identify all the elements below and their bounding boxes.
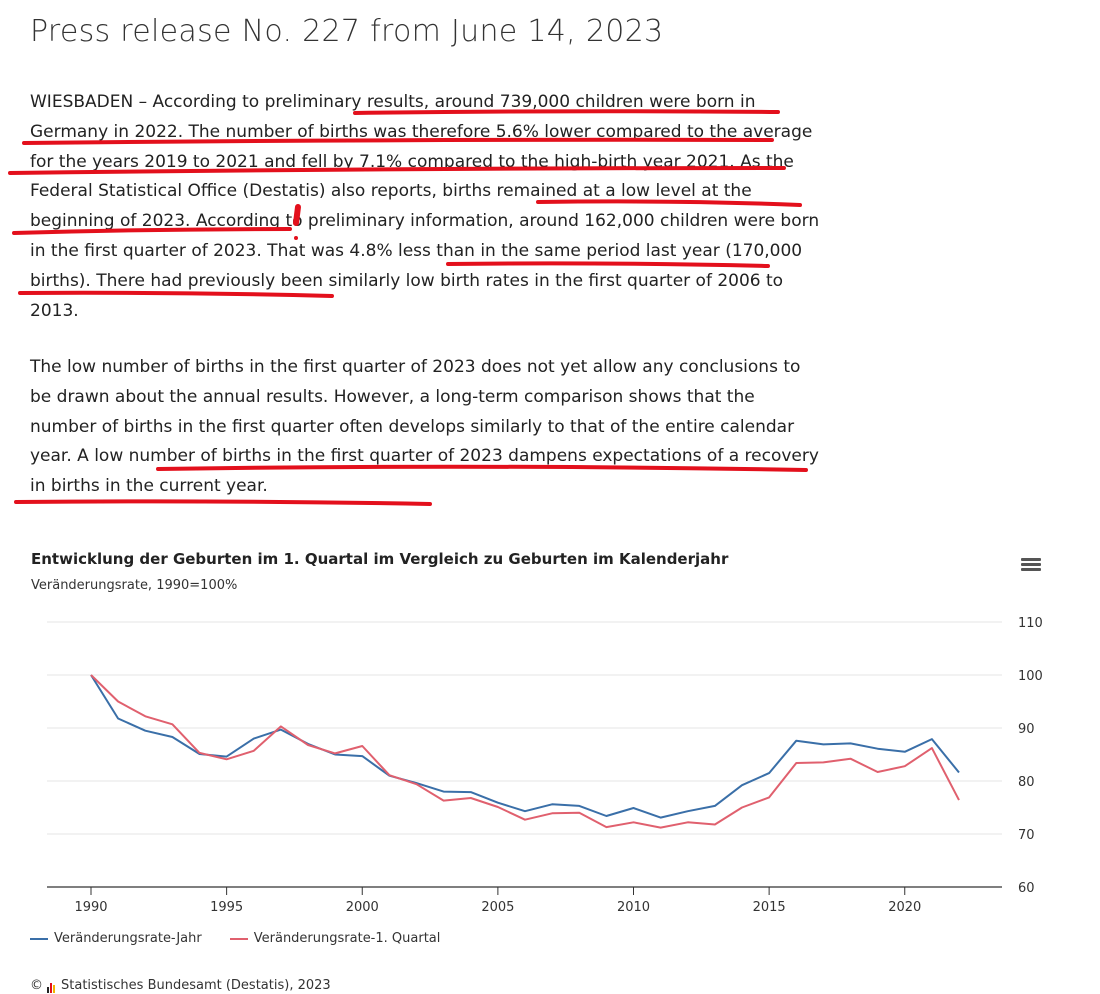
y-tick-label: 100 bbox=[1018, 669, 1043, 684]
y-tick-label: 90 bbox=[1018, 722, 1035, 737]
chart-source: © Statistisches Bundesamt (Destatis), 20… bbox=[30, 978, 331, 993]
chart-menu-icon[interactable] bbox=[1018, 556, 1044, 580]
y-tick-label: 80 bbox=[1018, 775, 1035, 790]
bar-logo-icon bbox=[47, 978, 56, 993]
x-tick-label: 2000 bbox=[346, 900, 379, 915]
series-line-year bbox=[90, 674, 960, 819]
y-axis-ticks: 60 70 80 90 100 110 bbox=[1018, 616, 1043, 896]
x-tick-label: 2015 bbox=[753, 900, 786, 915]
chart-title: Entwicklung der Geburten im 1. Quartal i… bbox=[31, 550, 729, 568]
y-tick-label: 60 bbox=[1018, 881, 1035, 896]
y-tick-label: 110 bbox=[1018, 616, 1043, 631]
x-tick-label: 2010 bbox=[617, 900, 650, 915]
x-axis-ticks: 1990 1995 2000 2005 2010 2015 2020 bbox=[74, 887, 921, 915]
y-tick-label: 70 bbox=[1018, 828, 1035, 843]
chart-subtitle: Veränderungsrate, 1990=100% bbox=[31, 578, 238, 593]
source-text: Statistisches Bundesamt (Destatis), 2023 bbox=[61, 978, 331, 993]
chart-gridlines bbox=[47, 621, 1002, 888]
legend-swatch-year bbox=[30, 937, 48, 940]
press-release-paragraph-1: WIESBADEN – According to preliminary res… bbox=[30, 92, 820, 321]
page-title: Press release No. 227 from June 14, 2023 bbox=[30, 14, 664, 49]
chart-legend: Veränderungsrate-Jahr Veränderungsrate-1… bbox=[30, 931, 440, 946]
series-line-quarter bbox=[90, 674, 960, 829]
legend-swatch-quarter bbox=[229, 937, 248, 940]
press-release-paragraph-2: The low number of births in the first qu… bbox=[30, 357, 819, 497]
x-tick-label: 2005 bbox=[481, 900, 514, 915]
legend-item-year[interactable]: Veränderungsrate-Jahr bbox=[30, 931, 202, 946]
x-tick-label: 1995 bbox=[210, 900, 243, 915]
x-tick-label: 1990 bbox=[74, 900, 107, 915]
line-chart: 60 70 80 90 100 110 1990 1995 2000 2005 2010 2015 2… bbox=[47, 616, 1043, 915]
chart-series-lines bbox=[90, 674, 960, 829]
x-tick-label: 2020 bbox=[888, 900, 921, 915]
legend-item-quarter[interactable]: Veränderungsrate-1. Quartal bbox=[229, 931, 441, 946]
copyright-symbol: © bbox=[30, 978, 43, 993]
legend-label-quarter: Veränderungsrate-1. Quartal bbox=[253, 931, 441, 946]
legend-label-year: Veränderungsrate-Jahr bbox=[54, 931, 202, 946]
